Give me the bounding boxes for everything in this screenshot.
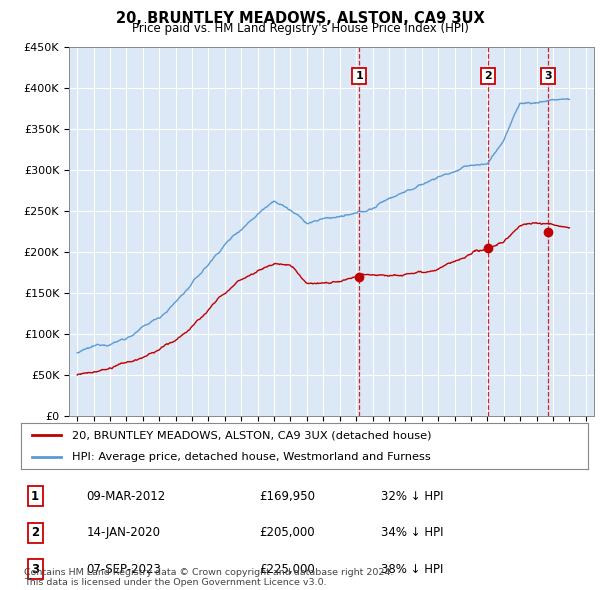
Text: 20, BRUNTLEY MEADOWS, ALSTON, CA9 3UX: 20, BRUNTLEY MEADOWS, ALSTON, CA9 3UX: [116, 11, 484, 25]
Text: Price paid vs. HM Land Registry's House Price Index (HPI): Price paid vs. HM Land Registry's House …: [131, 22, 469, 35]
Text: 09-MAR-2012: 09-MAR-2012: [86, 490, 166, 503]
Text: 3: 3: [544, 71, 552, 81]
Text: 1: 1: [355, 71, 363, 81]
Text: 14-JAN-2020: 14-JAN-2020: [86, 526, 160, 539]
Text: £169,950: £169,950: [259, 490, 315, 503]
Text: £225,000: £225,000: [259, 563, 315, 576]
Text: 07-SEP-2023: 07-SEP-2023: [86, 563, 161, 576]
Text: £205,000: £205,000: [259, 526, 315, 539]
Text: 1: 1: [31, 490, 39, 503]
Text: 2: 2: [31, 526, 39, 539]
Text: Contains HM Land Registry data © Crown copyright and database right 2024.
This d: Contains HM Land Registry data © Crown c…: [24, 568, 394, 587]
Text: 3: 3: [31, 563, 39, 576]
Text: 38% ↓ HPI: 38% ↓ HPI: [381, 563, 443, 576]
Text: 2: 2: [484, 71, 492, 81]
Text: 20, BRUNTLEY MEADOWS, ALSTON, CA9 3UX (detached house): 20, BRUNTLEY MEADOWS, ALSTON, CA9 3UX (d…: [72, 431, 431, 441]
Text: 34% ↓ HPI: 34% ↓ HPI: [381, 526, 443, 539]
Text: 32% ↓ HPI: 32% ↓ HPI: [381, 490, 443, 503]
Text: HPI: Average price, detached house, Westmorland and Furness: HPI: Average price, detached house, West…: [72, 451, 431, 461]
